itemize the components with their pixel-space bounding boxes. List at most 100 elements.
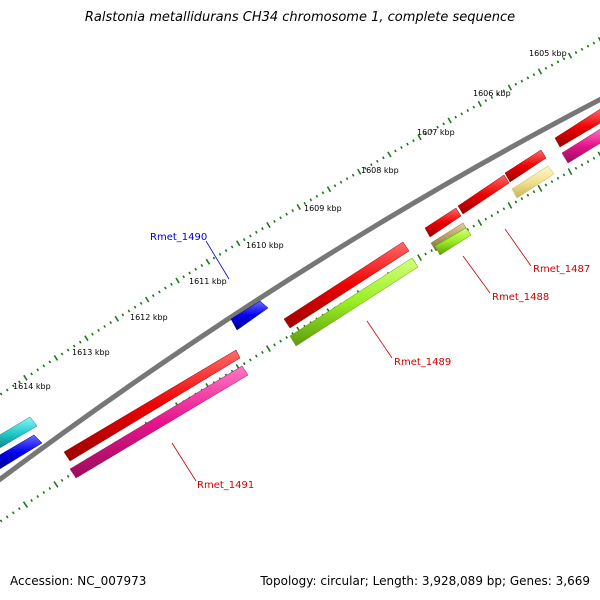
gene-forward-edge[interactable] [554,108,600,148]
gene-rmet-1488-green[interactable] [434,227,472,256]
tick-mark [436,125,439,129]
tick-mark [526,76,530,80]
tick-mark [484,99,488,103]
tick-mark [103,324,106,328]
gene-rmet-1487-pale[interactable] [511,165,555,199]
tick-mark [412,139,415,143]
gene-rmet-1491-reverse[interactable] [69,365,249,479]
tick-mark [592,156,596,160]
gene-rmet-1488-forward[interactable] [424,207,462,238]
tick-mark [574,51,578,54]
tick-mark [273,343,276,347]
tick-mark [520,79,524,83]
gene-cyan-left-edge[interactable] [0,416,38,449]
tick-mark [121,313,125,317]
tick-mark [447,117,452,124]
tick-mark [382,156,385,160]
tick-mark [537,68,543,75]
scale-label-1612: 1612 kbp [130,313,168,322]
tick-mark [164,286,167,290]
tick-mark [477,100,482,107]
tick-mark [532,73,536,77]
tick-mark [430,249,433,252]
tick-mark [326,186,332,193]
gene-label-rmet-1491[interactable]: Rmet_1491 [197,480,254,491]
tick-mark [387,151,392,158]
tick-mark [261,227,264,231]
gene-label-rmet-1488[interactable]: Rmet_1488 [492,292,549,303]
tick-mark [496,92,500,96]
tick-mark [460,112,464,116]
tick-mark [430,129,433,133]
tick-mark [532,190,536,194]
tick-mark [182,275,185,279]
tick-mark [375,159,379,163]
topology-summary-text: Topology: circular; Length: 3,928,089 bp… [260,574,590,588]
tick-mark [580,163,584,167]
tick-mark [11,511,15,515]
tick-mark [417,254,422,262]
tick-mark [363,166,367,170]
tick-mark [507,84,513,91]
scale-label-1611: 1611 kbp [189,277,227,286]
gene-rmet-1491-forward[interactable] [63,349,241,462]
tick-mark [224,249,228,253]
tick-mark [97,328,100,332]
tick-mark [556,176,560,180]
gene-forward-1606[interactable] [457,174,510,215]
tick-mark [23,374,28,381]
scale-label-1614: 1614 kbp [13,382,51,391]
tick-mark [242,362,246,366]
leader-lines [171,228,532,482]
tick-mark [5,515,9,519]
scale-label-1610: 1610 kbp [246,241,284,250]
tick-mark [544,66,548,70]
tick-mark [279,339,282,343]
tick-mark [279,216,282,220]
gene-rmet-1490[interactable] [230,300,269,331]
tick-mark [466,109,470,112]
tick-mark [42,364,46,368]
tick-mark [235,240,241,247]
gene-label-rmet-1489[interactable]: Rmet_1489 [394,357,451,368]
tick-mark [442,122,445,126]
tick-mark [369,163,373,167]
tick-mark [597,36,600,42]
forward-strand-genes [63,108,600,462]
tick-mark [261,350,264,354]
tick-mark [212,256,216,260]
tick-mark [339,180,343,184]
tick-mark [424,132,427,136]
gene-rmet-1487-forward[interactable] [504,149,547,183]
tick-mark [567,52,573,59]
tick-mark [484,217,488,221]
scale-label-1605: 1605 kbp [529,49,567,58]
tick-mark [357,168,362,175]
tick-mark [36,368,40,372]
tick-mark [514,82,518,86]
tick-mark [144,296,150,303]
gene-rmet-1489-forward[interactable] [283,241,410,329]
tick-mark [230,245,234,249]
chromosome-backbone [0,96,600,483]
gene-blue-left-edge[interactable] [0,434,43,470]
tick-mark [36,495,40,498]
tick-mark [18,380,21,384]
leader-rmet-1489 [366,320,393,359]
tick-mark [544,183,548,187]
gene-label-rmet-1487[interactable]: Rmet_1487 [533,264,590,275]
tick-mark [84,335,89,342]
tick-mark [91,332,94,336]
tick-mark [30,372,33,376]
tick-mark [5,388,9,392]
tick-mark [526,193,530,197]
tick-mark [127,309,131,313]
gene-label-rmet-1490[interactable]: Rmet_1490 [150,232,207,243]
gene-rmet-1489-reverse[interactable] [289,257,419,347]
tick-mark [333,184,337,188]
tick-mark [309,198,313,202]
tick-mark [42,490,46,494]
tick-mark [537,184,543,192]
tick-mark [11,384,15,388]
gene-reverse-edge[interactable] [561,128,600,164]
